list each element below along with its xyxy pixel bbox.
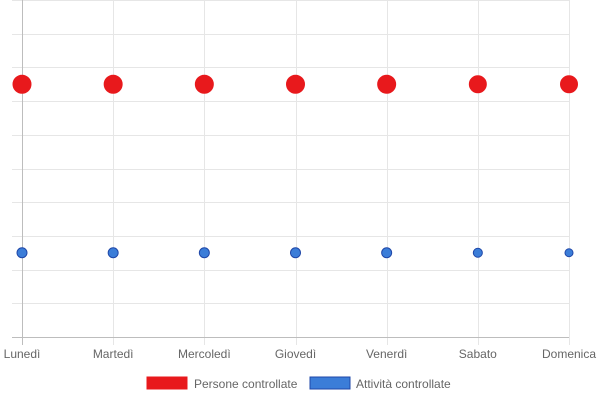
attivita-point [564, 248, 574, 258]
persone-point [194, 74, 214, 94]
legend-item-attivita[interactable]: Attività controllate [309, 376, 451, 391]
x-tick-label: Giovedì [275, 347, 316, 361]
axes [12, 0, 569, 345]
x-tick-label: Mercoledì [178, 347, 231, 361]
data-points [12, 74, 578, 259]
legend-swatch [146, 376, 188, 390]
attivita-point [198, 247, 210, 259]
legend-swatch [309, 376, 351, 390]
legend[interactable]: Persone controllate Attività controllate [146, 376, 451, 391]
persone-point [12, 74, 32, 94]
x-tick-label: Sabato [459, 347, 497, 361]
legend-label: Persone controllate [194, 377, 298, 391]
persone-point [286, 74, 305, 94]
x-tick-labels: Lunedì Martedì Mercoledì Giovedì Venerdì Saba… [4, 347, 597, 361]
grid [12, 0, 570, 345]
persone-point [560, 75, 578, 94]
x-tick-label: Martedì [93, 347, 134, 361]
attivita-point [290, 247, 301, 259]
attivita-point [381, 247, 393, 259]
persone-point [103, 74, 123, 94]
legend-item-persone[interactable]: Persone controllate [146, 376, 298, 391]
persone-point [377, 74, 397, 94]
x-tick-label: Venerdì [366, 347, 407, 361]
attivita-point [107, 247, 119, 259]
x-tick-label: Lunedì [4, 347, 41, 361]
attivita-point [472, 247, 483, 258]
persone-point [468, 75, 487, 94]
legend-label: Attività controllate [356, 377, 451, 391]
attivita-point [16, 247, 28, 259]
x-tick-label: Domenica [542, 347, 596, 361]
